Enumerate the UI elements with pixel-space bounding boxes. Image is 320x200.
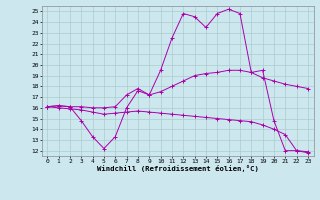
X-axis label: Windchill (Refroidissement éolien,°C): Windchill (Refroidissement éolien,°C)	[97, 165, 259, 172]
